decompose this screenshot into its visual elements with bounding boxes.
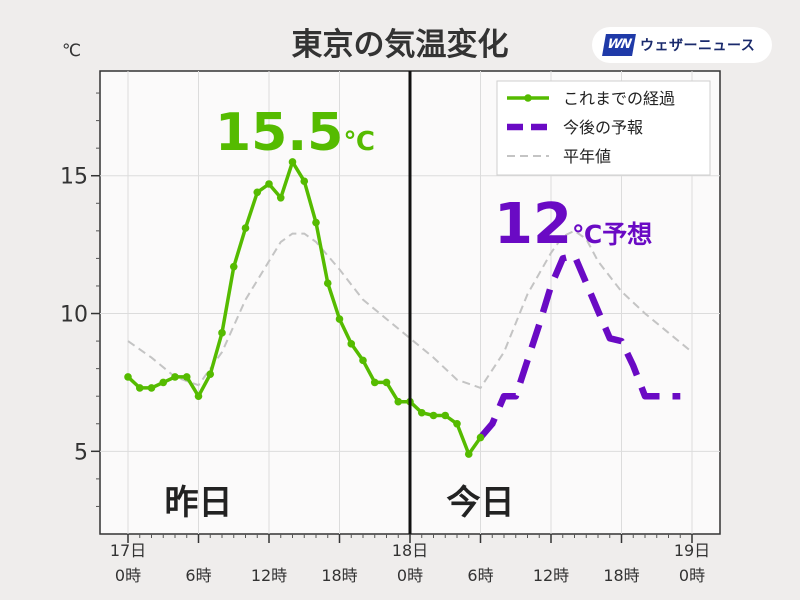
- observed-point: [159, 378, 168, 387]
- observed-point: [453, 419, 461, 428]
- observed-point: [206, 370, 215, 378]
- logo-text: ウェザーニュース: [640, 38, 756, 54]
- observed-point: [288, 158, 297, 166]
- observed-point: [229, 262, 238, 271]
- x-tick-hour-label: 0時: [115, 566, 141, 585]
- observed-point: [124, 373, 132, 381]
- observed-point: [323, 279, 332, 288]
- legend-label: 今後の予報: [563, 118, 643, 137]
- y-tick-label: 5: [74, 440, 88, 465]
- observed-point: [464, 450, 473, 458]
- observed-point: [182, 373, 191, 381]
- legend-label: 平年値: [563, 147, 611, 166]
- observed-point: [312, 218, 320, 227]
- x-tick-hour-label: 18時: [603, 566, 639, 585]
- forecast-temp-unit: ℃: [572, 220, 602, 249]
- observed-point: [370, 378, 379, 387]
- x-tick-hour-label: 6時: [185, 566, 211, 585]
- observed-point: [241, 224, 250, 232]
- observed-point: [194, 392, 203, 401]
- observed-point: [335, 315, 344, 323]
- observed-point: [441, 411, 450, 420]
- observed-point: [359, 356, 367, 365]
- legend-label: これまでの経過: [563, 89, 675, 108]
- x-tick-hour-label: 6時: [467, 566, 493, 585]
- observed-point: [253, 188, 262, 197]
- x-tick-hour-label: 12時: [251, 566, 287, 585]
- period-label-today: 今日: [447, 483, 515, 523]
- chart-labels: 5 10 15 17日 0時 6時 12時 18時 18日 0時 6時 12時 18時 19日 0時 昨日 今日…: [60, 103, 710, 585]
- max-temp-value: 15.5: [215, 103, 343, 163]
- observed-point: [347, 340, 356, 348]
- observed-point: [300, 177, 309, 186]
- y-tick-label: 10: [60, 303, 88, 328]
- series-lines: [124, 71, 693, 534]
- x-tick-hour-label: 18時: [321, 566, 357, 585]
- chart-title: 東京の気温変化: [292, 27, 509, 63]
- observed-point: [218, 329, 226, 337]
- observed-point: [135, 384, 144, 392]
- weathernews-logo: WN ウェザーニュース: [592, 27, 772, 63]
- observed-point: [476, 433, 485, 442]
- x-tick-day-label: 19日: [674, 541, 710, 560]
- legend-observed-marker: [524, 94, 532, 102]
- series-normal-line: [127, 229, 693, 390]
- period-label-yesterday: 昨日: [165, 483, 233, 523]
- observed-point: [394, 397, 403, 406]
- forecast-temp-value: 12: [494, 192, 572, 257]
- x-tick-hour-label: 12時: [533, 566, 569, 585]
- forecast-temp-suffix: 予想: [602, 220, 652, 249]
- observed-point: [382, 378, 391, 387]
- axis-ticks: [91, 92, 693, 543]
- x-tick-day-label: 18日: [392, 541, 428, 560]
- forecast-temp-annotation: 12℃予想: [494, 192, 652, 257]
- observed-point: [429, 411, 438, 420]
- observed-point: [171, 373, 179, 381]
- max-temp-annotation: 15.5℃: [215, 103, 375, 163]
- wn-logo-icon: WN: [602, 34, 636, 56]
- observed-point: [147, 384, 156, 392]
- y-unit-label: ℃: [62, 41, 81, 61]
- max-temp-unit: ℃: [343, 127, 374, 157]
- y-tick-label: 15: [60, 165, 88, 190]
- observed-point: [417, 408, 426, 417]
- observed-point: [265, 180, 273, 188]
- x-tick-hour-label: 0時: [397, 566, 423, 585]
- x-tick-day-label: 17日: [110, 541, 146, 560]
- observed-point: [276, 193, 285, 202]
- x-tick-hour-label: 0時: [679, 566, 705, 585]
- series-forecast-line: [478, 252, 681, 440]
